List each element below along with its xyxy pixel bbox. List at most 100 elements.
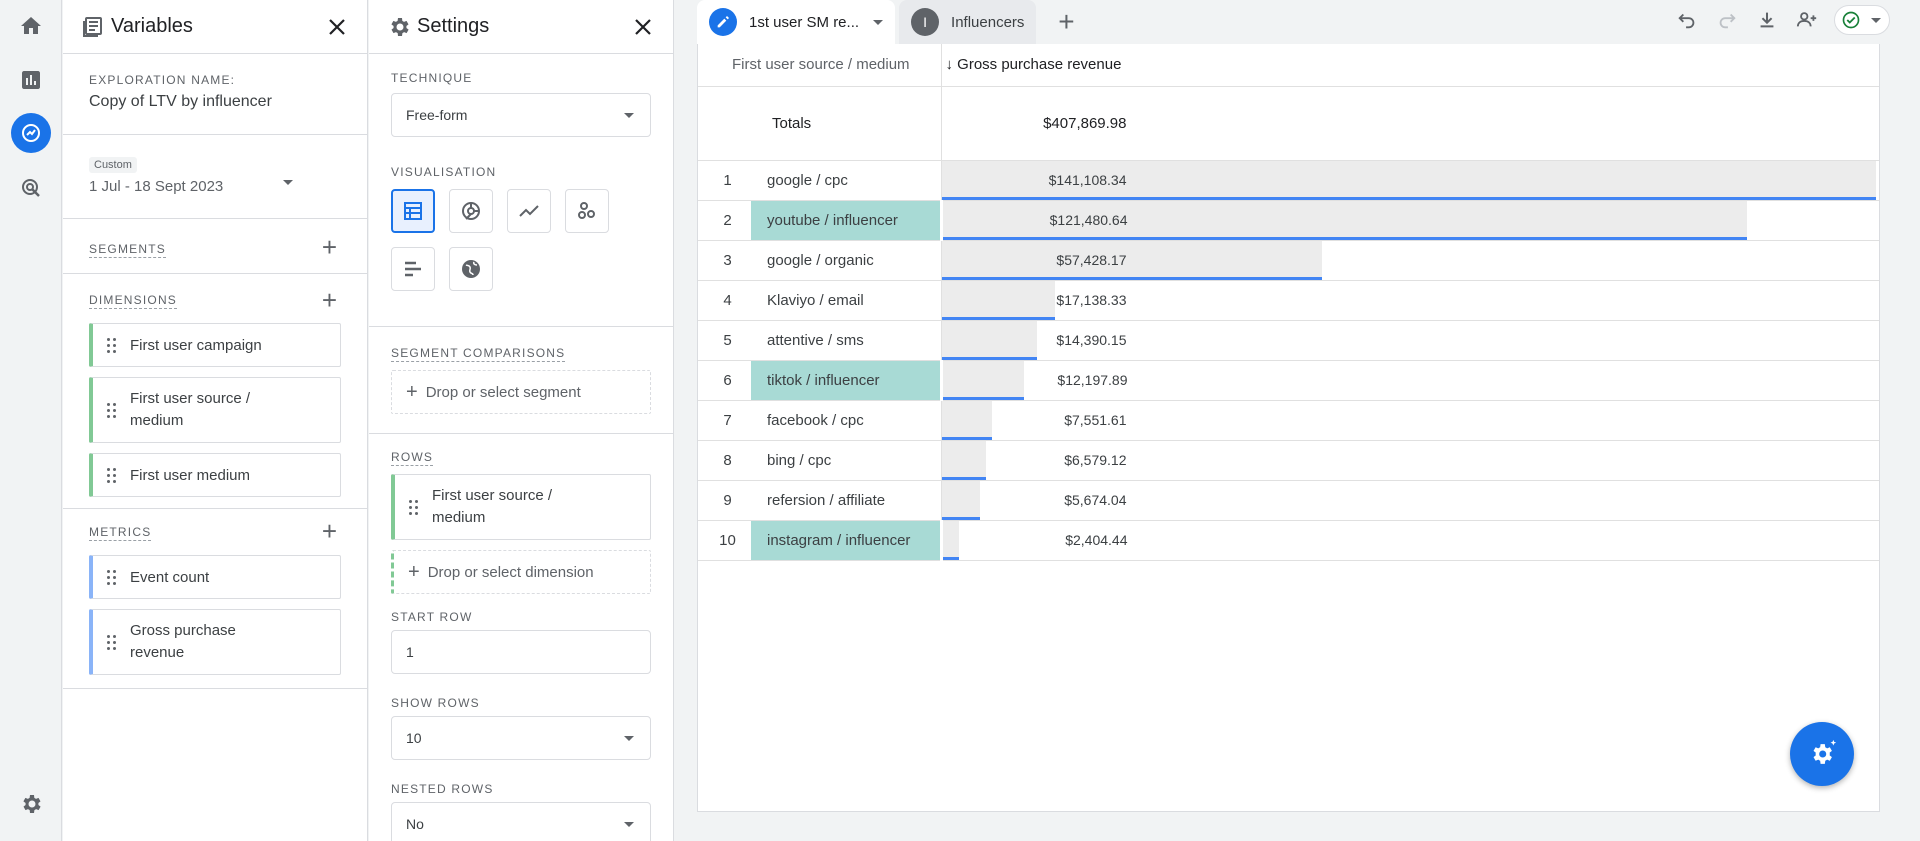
table-row[interactable]: 2 youtube / influencer $121,480.64 — [698, 200, 1879, 241]
row-revenue-cell[interactable]: $57,428.17 — [940, 240, 1879, 281]
row-revenue-cell[interactable]: $141,108.34 — [940, 160, 1879, 201]
add-dimension-icon[interactable]: + — [321, 285, 337, 315]
viz-bar-chart-icon[interactable] — [391, 247, 435, 291]
row-revenue-value: $6,579.12 — [1064, 452, 1127, 468]
rows-label: ROWS — [391, 450, 434, 466]
totals-label: Totals — [698, 86, 941, 161]
table-row[interactable]: 3 google / organic $57,428.17 — [698, 240, 1879, 281]
row-source-medium[interactable]: instagram / influencer — [751, 520, 943, 561]
row-rank: 10 — [698, 520, 751, 561]
date-range-dropdown-icon[interactable] — [283, 180, 293, 185]
download-icon[interactable] — [1754, 7, 1780, 33]
technique-dropdown-icon — [624, 113, 634, 118]
tab-1st-user-sm[interactable]: 1st user SM re... — [697, 0, 896, 44]
segment-comparisons-label: SEGMENT COMPARISONS — [391, 346, 566, 362]
technique-select[interactable]: Free-form — [391, 93, 651, 137]
row-source-medium[interactable]: attentive / sms — [751, 320, 941, 361]
table-row[interactable]: 7 facebook / cpc $7,551.61 — [698, 400, 1879, 441]
drop-dimension-target[interactable]: + Drop or select dimension — [391, 550, 651, 594]
viz-scatter-icon[interactable] — [565, 189, 609, 233]
sort-descending-icon[interactable]: ↓ — [945, 56, 954, 74]
exploration-canvas: First user source / medium ↓ Gross purch… — [697, 44, 1880, 812]
reports-icon[interactable] — [11, 60, 51, 100]
table-row[interactable]: 10 instagram / influencer $2,404.44 — [698, 520, 1879, 561]
nested-rows-select[interactable]: No — [391, 802, 651, 841]
row-source-medium[interactable]: Klaviyo / email — [751, 280, 941, 321]
row-source-medium[interactable]: youtube / influencer — [751, 200, 943, 241]
viz-table-icon[interactable] — [391, 189, 435, 233]
dimension-chip[interactable]: First user source / medium — [89, 377, 341, 443]
row-revenue-cell[interactable]: $6,579.12 — [940, 440, 1879, 481]
row-source-medium[interactable]: google / organic — [751, 240, 941, 281]
row-revenue-cell[interactable]: $2,404.44 — [940, 520, 1879, 561]
table-row[interactable]: 9 refersion / affiliate $5,674.04 — [698, 480, 1879, 521]
metric-chip[interactable]: Event count — [89, 555, 341, 599]
segments-section: SEGMENTS + — [63, 219, 367, 274]
explore-icon[interactable] — [11, 113, 51, 153]
advertising-icon[interactable] — [11, 168, 51, 208]
show-rows-select[interactable]: 10 — [391, 716, 651, 760]
edit-pencil-icon[interactable] — [709, 8, 737, 36]
row-revenue-cell[interactable]: $121,480.64 — [940, 200, 1879, 241]
row-revenue-cell[interactable]: $12,197.89 — [940, 360, 1879, 401]
start-row-input[interactable]: 1 — [391, 630, 651, 674]
row-revenue-value: $14,390.15 — [1056, 332, 1127, 348]
viz-globe-icon[interactable] — [449, 247, 493, 291]
table-row[interactable]: 5 attentive / sms $14,390.15 — [698, 320, 1879, 361]
exploration-name[interactable]: Copy of LTV by influencer — [89, 93, 272, 110]
date-range-section[interactable]: Custom 1 Jul - 18 Sept 2023 — [63, 135, 367, 219]
metric-chip[interactable]: Gross purchase revenue — [89, 609, 341, 675]
table-row[interactable]: 1 google / cpc $141,108.34 — [698, 160, 1879, 201]
show-rows-label: SHOW ROWS — [391, 696, 480, 710]
add-segment-icon[interactable]: + — [321, 232, 337, 262]
revenue-bar — [941, 400, 992, 440]
dimension-column-header[interactable]: First user source / medium — [698, 44, 941, 87]
show-rows-value: 10 — [406, 730, 422, 746]
drop-segment-target[interactable]: + Drop or select segment — [391, 370, 651, 414]
drag-handle-icon[interactable] — [409, 499, 418, 515]
redo-icon[interactable] — [1714, 7, 1740, 33]
variables-panel: Variables EXPLORATION NAME: Copy of LTV … — [63, 0, 368, 841]
add-metric-icon[interactable]: + — [321, 516, 337, 546]
row-source-medium[interactable]: tiktok / influencer — [751, 360, 943, 401]
row-revenue-cell[interactable]: $5,674.04 — [940, 480, 1879, 521]
status-menu[interactable] — [1834, 5, 1890, 35]
share-people-icon[interactable] — [1794, 7, 1820, 33]
row-source-medium[interactable]: bing / cpc — [751, 440, 941, 481]
table-row[interactable]: 4 Klaviyo / email $17,138.33 — [698, 280, 1879, 321]
metric-column-header[interactable]: ↓ Gross purchase revenue — [940, 44, 1879, 87]
row-revenue-value: $141,108.34 — [1048, 172, 1127, 188]
dimension-chip[interactable]: First user medium — [89, 453, 341, 497]
insights-fab[interactable] — [1790, 722, 1854, 786]
tab-influencers[interactable]: I Influencers — [899, 0, 1037, 44]
drag-handle-icon[interactable] — [107, 402, 116, 418]
row-source-medium[interactable]: google / cpc — [751, 160, 941, 201]
close-settings-icon[interactable] — [631, 15, 655, 39]
viz-line-chart-icon[interactable] — [507, 189, 551, 233]
tab-menu-dropdown-icon[interactable] — [873, 19, 884, 25]
row-revenue-cell[interactable]: $14,390.15 — [940, 320, 1879, 361]
dimension-label: First user campaign — [130, 336, 262, 354]
dimension-chip[interactable]: First user campaign — [89, 323, 341, 367]
drag-handle-icon[interactable] — [107, 569, 116, 585]
tab-bar: 1st user SM re... I Influencers + — [697, 0, 1088, 44]
viz-donut-chart-icon[interactable] — [449, 189, 493, 233]
close-variables-icon[interactable] — [325, 15, 349, 39]
row-source-medium[interactable]: facebook / cpc — [751, 400, 941, 441]
date-range-value[interactable]: 1 Jul - 18 Sept 2023 — [89, 178, 224, 195]
start-row-value: 1 — [406, 644, 414, 660]
admin-gear-icon[interactable] — [11, 784, 51, 824]
undo-icon[interactable] — [1674, 7, 1700, 33]
variables-header: Variables — [63, 0, 367, 54]
table-row[interactable]: 6 tiktok / influencer $12,197.89 — [698, 360, 1879, 401]
add-tab-icon[interactable]: + — [1058, 6, 1075, 37]
table-row[interactable]: 8 bing / cpc $6,579.12 — [698, 440, 1879, 481]
row-revenue-cell[interactable]: $17,138.33 — [940, 280, 1879, 321]
drag-handle-icon[interactable] — [107, 634, 116, 650]
drag-handle-icon[interactable] — [107, 337, 116, 353]
home-icon[interactable] — [11, 6, 51, 46]
row-source-medium[interactable]: refersion / affiliate — [751, 480, 941, 521]
drag-handle-icon[interactable] — [107, 467, 116, 483]
row-dimension-chip[interactable]: First user source / medium — [391, 474, 651, 540]
row-revenue-cell[interactable]: $7,551.61 — [940, 400, 1879, 441]
